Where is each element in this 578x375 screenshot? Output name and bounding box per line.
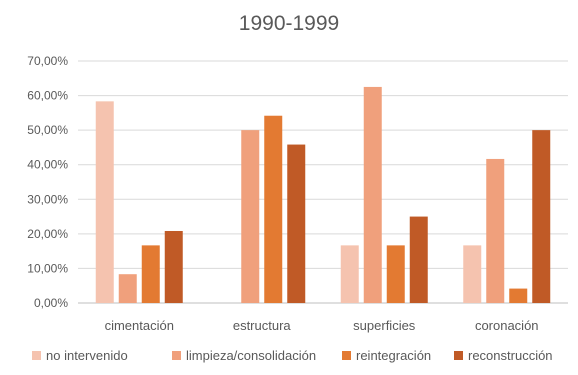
- x-tick-label: estructura: [233, 318, 292, 333]
- bar: [409, 216, 428, 303]
- y-tick-label: 10,00%: [27, 261, 68, 275]
- legend-swatch: [172, 351, 181, 360]
- bar: [363, 86, 382, 303]
- legend: no intervenido limpieza/consolidación rein…: [32, 348, 553, 363]
- bar: [486, 158, 505, 303]
- bar: [95, 101, 114, 304]
- legend-swatch: [32, 351, 41, 360]
- legend-swatch: [342, 351, 351, 360]
- y-tick-label: 40,00%: [27, 158, 68, 172]
- y-tick-label: 50,00%: [27, 123, 68, 137]
- bar: [287, 144, 306, 303]
- y-tick-label: 60,00%: [27, 89, 68, 103]
- bar: [264, 115, 283, 304]
- y-tick-label: 70,00%: [27, 54, 68, 68]
- y-axis: 0,00% 10,00% 20,00% 30,00% 40,00% 50,00% 60,00…: [27, 54, 68, 310]
- y-tick-label: 0,00%: [34, 296, 68, 310]
- y-tick-label: 30,00%: [27, 192, 68, 206]
- x-tick-label: coronación: [475, 318, 539, 333]
- bar: [386, 245, 405, 303]
- legend-label: limpieza/consolidación: [186, 348, 316, 363]
- legend-label: reconstrucción: [468, 348, 553, 363]
- legend-label: no intervenido: [46, 348, 128, 363]
- bar: [141, 245, 160, 303]
- x-tick-label: cimentación: [105, 318, 174, 333]
- bar: [340, 245, 359, 303]
- chart-title: 1990-1999: [239, 12, 339, 35]
- legend-label: reintegración: [356, 348, 431, 363]
- legend-swatch: [454, 351, 463, 360]
- x-tick-label: superficies: [353, 318, 416, 333]
- y-tick-label: 20,00%: [27, 227, 68, 241]
- bar: [463, 245, 482, 303]
- bar: [164, 230, 183, 303]
- bar: [118, 274, 137, 303]
- bars: [95, 86, 551, 304]
- bar: [532, 130, 551, 303]
- bar: [241, 130, 260, 303]
- bar: [509, 288, 528, 303]
- x-axis: cimentación estructura superficies coronaci…: [105, 318, 539, 333]
